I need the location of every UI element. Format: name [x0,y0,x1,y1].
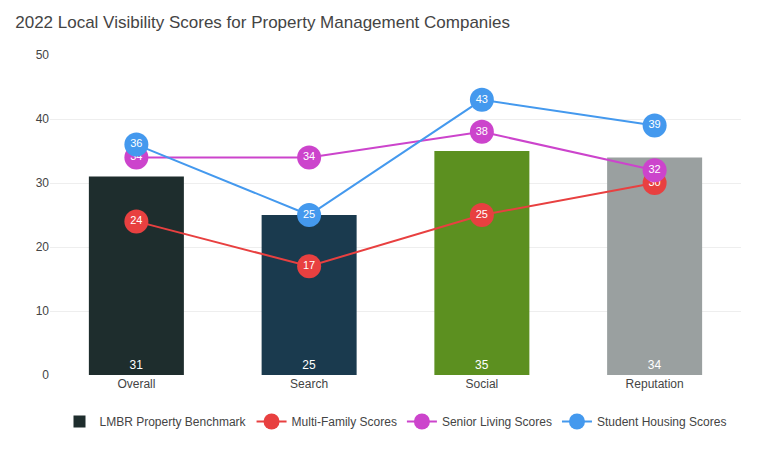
svg-text:34: 34 [303,150,315,162]
svg-text:43: 43 [476,93,488,105]
svg-text:25: 25 [476,208,488,220]
svg-text:32: 32 [649,163,661,175]
svg-text:50: 50 [36,48,50,62]
svg-text:25: 25 [302,358,316,372]
svg-text:30: 30 [649,176,661,188]
svg-text:Student Housing Scores: Student Housing Scores [597,415,726,429]
svg-text:Senior Living Scores: Senior Living Scores [442,415,552,429]
svg-text:40: 40 [36,112,50,126]
svg-text:Search: Search [290,377,328,391]
svg-text:Social: Social [466,377,499,391]
svg-text:39: 39 [649,118,661,130]
svg-text:2022 Local Visibility Scores f: 2022 Local Visibility Scores for Propert… [15,13,510,32]
svg-text:Multi-Family Scores: Multi-Family Scores [292,415,397,429]
svg-text:31: 31 [130,358,144,372]
svg-text:Reputation: Reputation [626,377,684,391]
svg-text:24: 24 [130,214,142,226]
svg-text:38: 38 [476,125,488,137]
svg-text:34: 34 [130,150,142,162]
svg-text:10: 10 [36,304,50,318]
svg-text:0: 0 [42,368,49,382]
svg-text:30: 30 [36,176,50,190]
svg-text:25: 25 [303,208,315,220]
svg-text:34: 34 [648,358,662,372]
svg-text:17: 17 [303,259,315,271]
svg-text:35: 35 [475,358,489,372]
svg-text:Overall: Overall [117,377,155,391]
svg-text:20: 20 [36,240,50,254]
svg-text:36: 36 [130,137,142,149]
svg-text:LMBR Property Benchmark: LMBR Property Benchmark [100,415,247,429]
